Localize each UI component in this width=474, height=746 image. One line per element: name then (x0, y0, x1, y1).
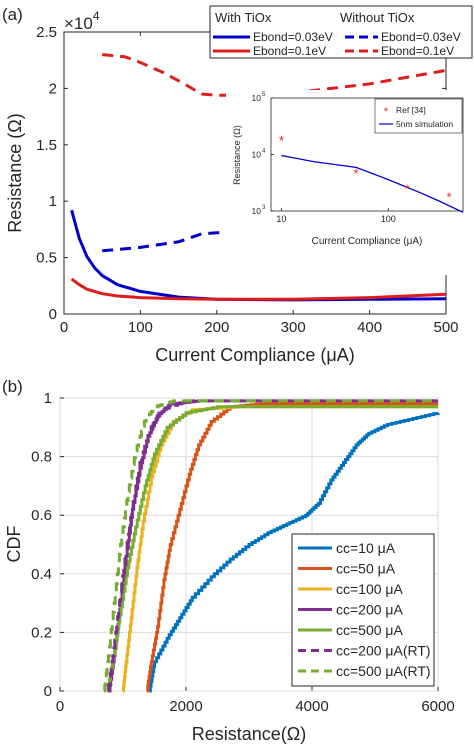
b-legend-entry-cc-100-a: cc=100 μA (336, 581, 403, 597)
inset-legend-box (374, 98, 463, 134)
inset-xtick-label: 100 (381, 214, 396, 224)
inset-simulation-line (281, 154, 464, 213)
panel-a-ylabel: Resistance (Ω) (5, 113, 25, 233)
b-ytick-label: 0 (44, 683, 52, 700)
legend-group-without-tiox: Without TiOx (340, 10, 415, 25)
panel-b: (b) 0 2000 4000 6000 0 0.2 0.4 0.6 0.8 1 Resistan… (2, 377, 455, 744)
b-legend-entry-cc-500-a-rt: cc=500 μA(RT) (336, 663, 431, 679)
a-ytick-label: 0.5 (36, 250, 57, 267)
legend-box (209, 5, 473, 59)
inset-legend: * Ref [34] 5nm simulation (374, 98, 463, 134)
b-legend-entry-cc-500-a: cc=500 μA (336, 622, 403, 638)
inset-xlabel: Current Compliance (μA) (312, 236, 423, 247)
a-ytick-label: 1 (49, 193, 57, 210)
b-legend-entry-cc-200-a-rt: cc=200 μA(RT) (336, 643, 431, 659)
b-ytick-label: 0.8 (31, 449, 52, 466)
b-ytick-label: 0.2 (31, 624, 52, 641)
a-ytick-label: 0 (49, 306, 57, 323)
legend-entry-with-01: Ebond=0.1eV (253, 44, 326, 58)
inset-legend-star: * (384, 106, 389, 118)
inset-legend-entry-sim: 5nm simulation (396, 119, 453, 129)
inset-reference-point: * (446, 190, 451, 205)
inset-ylabel: Resistance (Ω) (232, 125, 242, 185)
legend-entry-with-003: Ebond=0.03eV (253, 30, 333, 44)
b-legend-entry-cc-200-a: cc=200 μA (336, 602, 403, 618)
panel-b-legend: cc=10 μA cc=50 μA cc=100 μA cc=200 μA cc=500… (291, 533, 435, 687)
inset-xtick-label: 10 (276, 214, 286, 224)
inset-reference-point: * (405, 182, 410, 197)
inset-lines: * * * * (279, 133, 464, 213)
legend-entry-without-01: Ebond=0.1eV (381, 44, 454, 58)
panel-a-label: (a) (2, 5, 23, 24)
a-ytick-label: 1.5 (36, 137, 57, 154)
inset-ytick-power: 5 (262, 92, 266, 98)
b-ytick-label: 1 (44, 390, 52, 407)
panel-a: (a) 0 100 200 300 400 500 0 0.5 1 1.5 2 2.5 ×104 Cu… (2, 5, 473, 365)
a-xtick-label: 500 (433, 319, 458, 336)
b-series-cc-200-a-rt (107, 399, 438, 693)
b-xtick-label: 4000 (295, 698, 328, 715)
legend-entry-without-003: Ebond=0.03eV (381, 30, 461, 44)
inset-ytick-label: 10 (252, 206, 262, 216)
b-ytick-label: 0.4 (31, 566, 52, 583)
a-series-with-tiox-ebond-0-1ev (70, 277, 447, 301)
a-ytick-label: 2.5 (36, 24, 57, 41)
a-xtick-label: 200 (204, 319, 229, 336)
b-ytick-label: 0.6 (31, 507, 52, 524)
panel-a-y-exponent: ×104 (64, 9, 100, 33)
inset-ytick-label: 10 (252, 93, 262, 103)
panel-b-lines (103, 399, 440, 693)
panel-b-label: (b) (2, 377, 23, 396)
inset-ytick-label: 10 (252, 150, 262, 160)
b-xtick-label: 0 (56, 698, 64, 715)
b-legend-entry-cc-50-a: cc=50 μA (336, 561, 396, 577)
panel-b-ylabel: CDF (4, 526, 24, 563)
b-legend-entry-cc-10-a: cc=10 μA (336, 540, 396, 556)
a-xtick-label: 300 (281, 319, 306, 336)
inset-reference-point: * (279, 133, 284, 148)
a-xtick-label: 0 (60, 319, 68, 336)
legend-group-with-tiox: With TiOx (215, 10, 272, 25)
inset-reference-point: * (354, 166, 359, 181)
inset-ytick-power: 3 (262, 205, 266, 211)
a-xtick-label: 400 (357, 319, 382, 336)
b-xtick-label: 6000 (421, 698, 454, 715)
b-series-cc-500-a-rt (103, 399, 438, 693)
inset-ytick-power: 4 (262, 149, 266, 155)
a-xtick-label: 100 (128, 319, 153, 336)
b-xtick-label: 2000 (169, 698, 202, 715)
inset-legend-entry-ref: Ref [34] (396, 105, 426, 115)
b-series-cc-500-a (106, 405, 438, 693)
panel-b-xlabel: Resistance(Ω) (192, 724, 307, 744)
a-ytick-label: 2 (49, 80, 57, 97)
panel-b-legend-items: cc=10 μA cc=50 μA cc=100 μA cc=200 μA cc=500… (298, 540, 431, 679)
b-series-cc-10-a (148, 412, 440, 693)
panel-a-legend: With TiOx Without TiOx Ebond=0.03eV Ebon… (209, 5, 473, 59)
a-series-without-tiox-ebond-0-1ev (102, 53, 447, 97)
panel-a-xlabel: Current Compliance (μA) (155, 345, 354, 365)
